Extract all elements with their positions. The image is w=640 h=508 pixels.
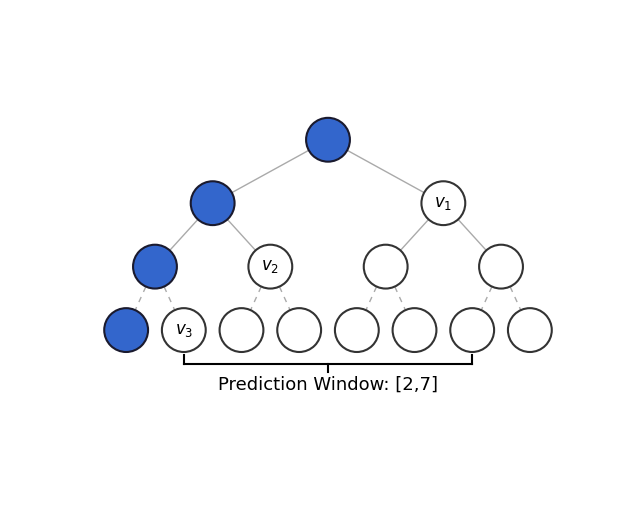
Circle shape <box>392 308 436 352</box>
Circle shape <box>364 245 408 289</box>
Circle shape <box>306 118 350 162</box>
Text: $\mathit{v}_3$: $\mathit{v}_3$ <box>175 322 193 338</box>
Circle shape <box>248 245 292 289</box>
Text: Prediction Window: [2,7]: Prediction Window: [2,7] <box>218 376 438 394</box>
Circle shape <box>508 308 552 352</box>
Circle shape <box>220 308 264 352</box>
Circle shape <box>162 308 205 352</box>
Circle shape <box>421 181 465 225</box>
Circle shape <box>191 181 235 225</box>
Circle shape <box>335 308 379 352</box>
Circle shape <box>451 308 494 352</box>
Circle shape <box>479 245 523 289</box>
Text: $\mathit{v}_2$: $\mathit{v}_2$ <box>261 258 280 275</box>
Circle shape <box>133 245 177 289</box>
Circle shape <box>104 308 148 352</box>
Text: $\mathit{v}_1$: $\mathit{v}_1$ <box>435 195 452 212</box>
Circle shape <box>277 308 321 352</box>
